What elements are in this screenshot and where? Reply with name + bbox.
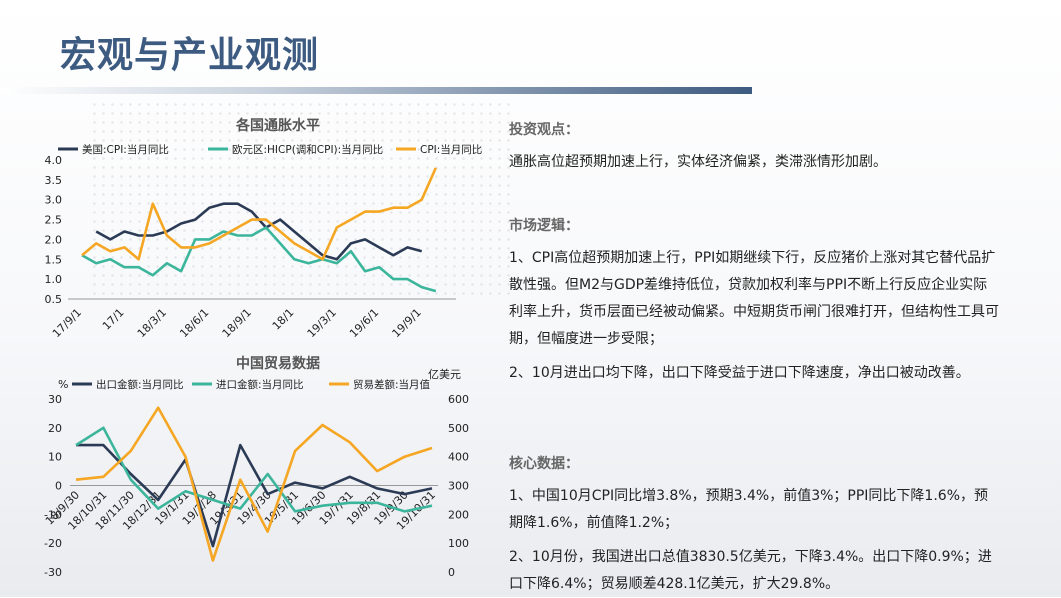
- left-y-tick-label: 20: [48, 422, 62, 435]
- series-line-eu: [81, 226, 437, 293]
- x-tick-label: 19/3/1: [305, 306, 339, 340]
- legend-label: 贸易差额:当月值: [353, 378, 431, 391]
- chart-title: 中国贸易数据: [236, 355, 320, 372]
- left-y-tick-label: -30: [44, 566, 62, 579]
- world-map-background: [90, 100, 510, 300]
- y-tick-label: 1.0: [45, 273, 63, 286]
- section-title: 核心数据：: [509, 456, 579, 472]
- x-tick-label: 17/9/1: [50, 306, 84, 340]
- y-tick-label: 2.0: [45, 233, 63, 246]
- series-line-export: [76, 443, 433, 548]
- x-tick-label: 18/1: [270, 306, 297, 333]
- x-tick-label: 18/6/1: [177, 306, 211, 340]
- left-y-tick-label: -20: [44, 537, 62, 550]
- legend-label: 欧元区:HICP(调和CPI):当月同比: [232, 143, 383, 156]
- legend-label: 出口金额:当月同比: [96, 378, 184, 391]
- series-line-cn: [81, 167, 437, 261]
- chart-legend: 美国:CPI:当月同比 欧元区:HICP(调和CPI):当月同比 CPI:当月同比: [58, 143, 482, 156]
- left-y-tick-label: 10: [48, 451, 62, 464]
- core-data-section: 核心数据： 1、中国10月CPI同比增3.8%，预期3.4%，前值3%；PPI同…: [509, 452, 1001, 598]
- x-tick-label: 18/9/1: [220, 306, 254, 340]
- right-y-tick-label: 400: [448, 451, 469, 464]
- chart-legend: 出口金额:当月同比 进口金额:当月同比 贸易差额:当月值: [72, 378, 431, 391]
- left-y-tick-label: 0: [55, 480, 62, 493]
- section-text: 1、中国10月CPI同比增3.8%，预期3.4%，前值3%；PPI同比下降1.6…: [509, 488, 988, 531]
- right-y-tick-label: 600: [448, 393, 469, 406]
- series-line-balance: [75, 406, 433, 562]
- title-divider: [0, 87, 752, 94]
- y-tick-label: 4.0: [45, 154, 63, 167]
- right-y-tick-label: 0: [448, 566, 455, 579]
- left-y-tick-label: 30: [48, 393, 62, 406]
- trade-chart: 中国贸易数据 % 亿美元 出口金额:当月同比 进口金额:当月同比 贸易差额:当月值 …: [43, 355, 469, 579]
- section-title: 市场逻辑：: [509, 218, 579, 234]
- right-axis-unit: 亿美元: [428, 368, 461, 381]
- section-text: 2、10月进出口均下降，出口下降受益于进口下降速度，净出口被动改善。: [509, 365, 970, 381]
- series-line-import: [75, 426, 433, 513]
- x-tick-label: 18/3/1: [135, 306, 169, 340]
- legend-label: CPI:当月同比: [420, 143, 482, 156]
- section-text: 通胀高位超预期加速上行，实体经济偏紧，类滞涨情形加剧。: [509, 154, 887, 170]
- y-tick-label: 2.5: [45, 214, 63, 227]
- y-tick-label: 0.5: [45, 293, 63, 306]
- section-title: 投资观点：: [509, 122, 579, 138]
- right-y-tick-label: 300: [448, 480, 469, 493]
- x-tick-label: 19/9/1: [390, 306, 424, 340]
- y-tick-label: 3.5: [45, 174, 63, 187]
- left-y-tick-label: -10: [44, 508, 62, 521]
- y-tick-label: 3.0: [45, 194, 63, 207]
- chart-title: 各国通胀水平: [235, 117, 320, 134]
- section-text: 1、CPI高位超预期加速上行，PPI如期继续下行，反应猪价上涨对其它替代品扩散性…: [509, 250, 999, 347]
- section-text: 2、10月份，我国进出口总值3830.5亿美元，下降3.4%。出口下降0.9%；…: [509, 549, 992, 592]
- x-tick-label: 17/1: [100, 306, 127, 333]
- right-y-tick-label: 100: [448, 537, 469, 550]
- market-logic-section: 市场逻辑： 1、CPI高位超预期加速上行，PPI如期继续下行，反应猪价上涨对其它…: [509, 214, 1001, 387]
- legend-label: 进口金额:当月同比: [216, 378, 304, 391]
- inflation-chart: 各国通胀水平 美国:CPI:当月同比 欧元区:HICP(调和CPI):当月同比 CP…: [45, 117, 483, 340]
- right-y-tick-label: 500: [448, 422, 469, 435]
- page-title: 宏观与产业观测: [60, 35, 320, 76]
- left-axis-unit: %: [58, 378, 68, 391]
- x-tick-label: 19/6/1: [347, 306, 381, 340]
- investment-view-section: 投资观点： 通胀高位超预期加速上行，实体经济偏紧，类滞涨情形加剧。: [509, 118, 887, 176]
- y-tick-label: 1.5: [45, 253, 63, 266]
- right-y-tick-label: 200: [448, 508, 469, 521]
- legend-label: 美国:CPI:当月同比: [82, 143, 169, 156]
